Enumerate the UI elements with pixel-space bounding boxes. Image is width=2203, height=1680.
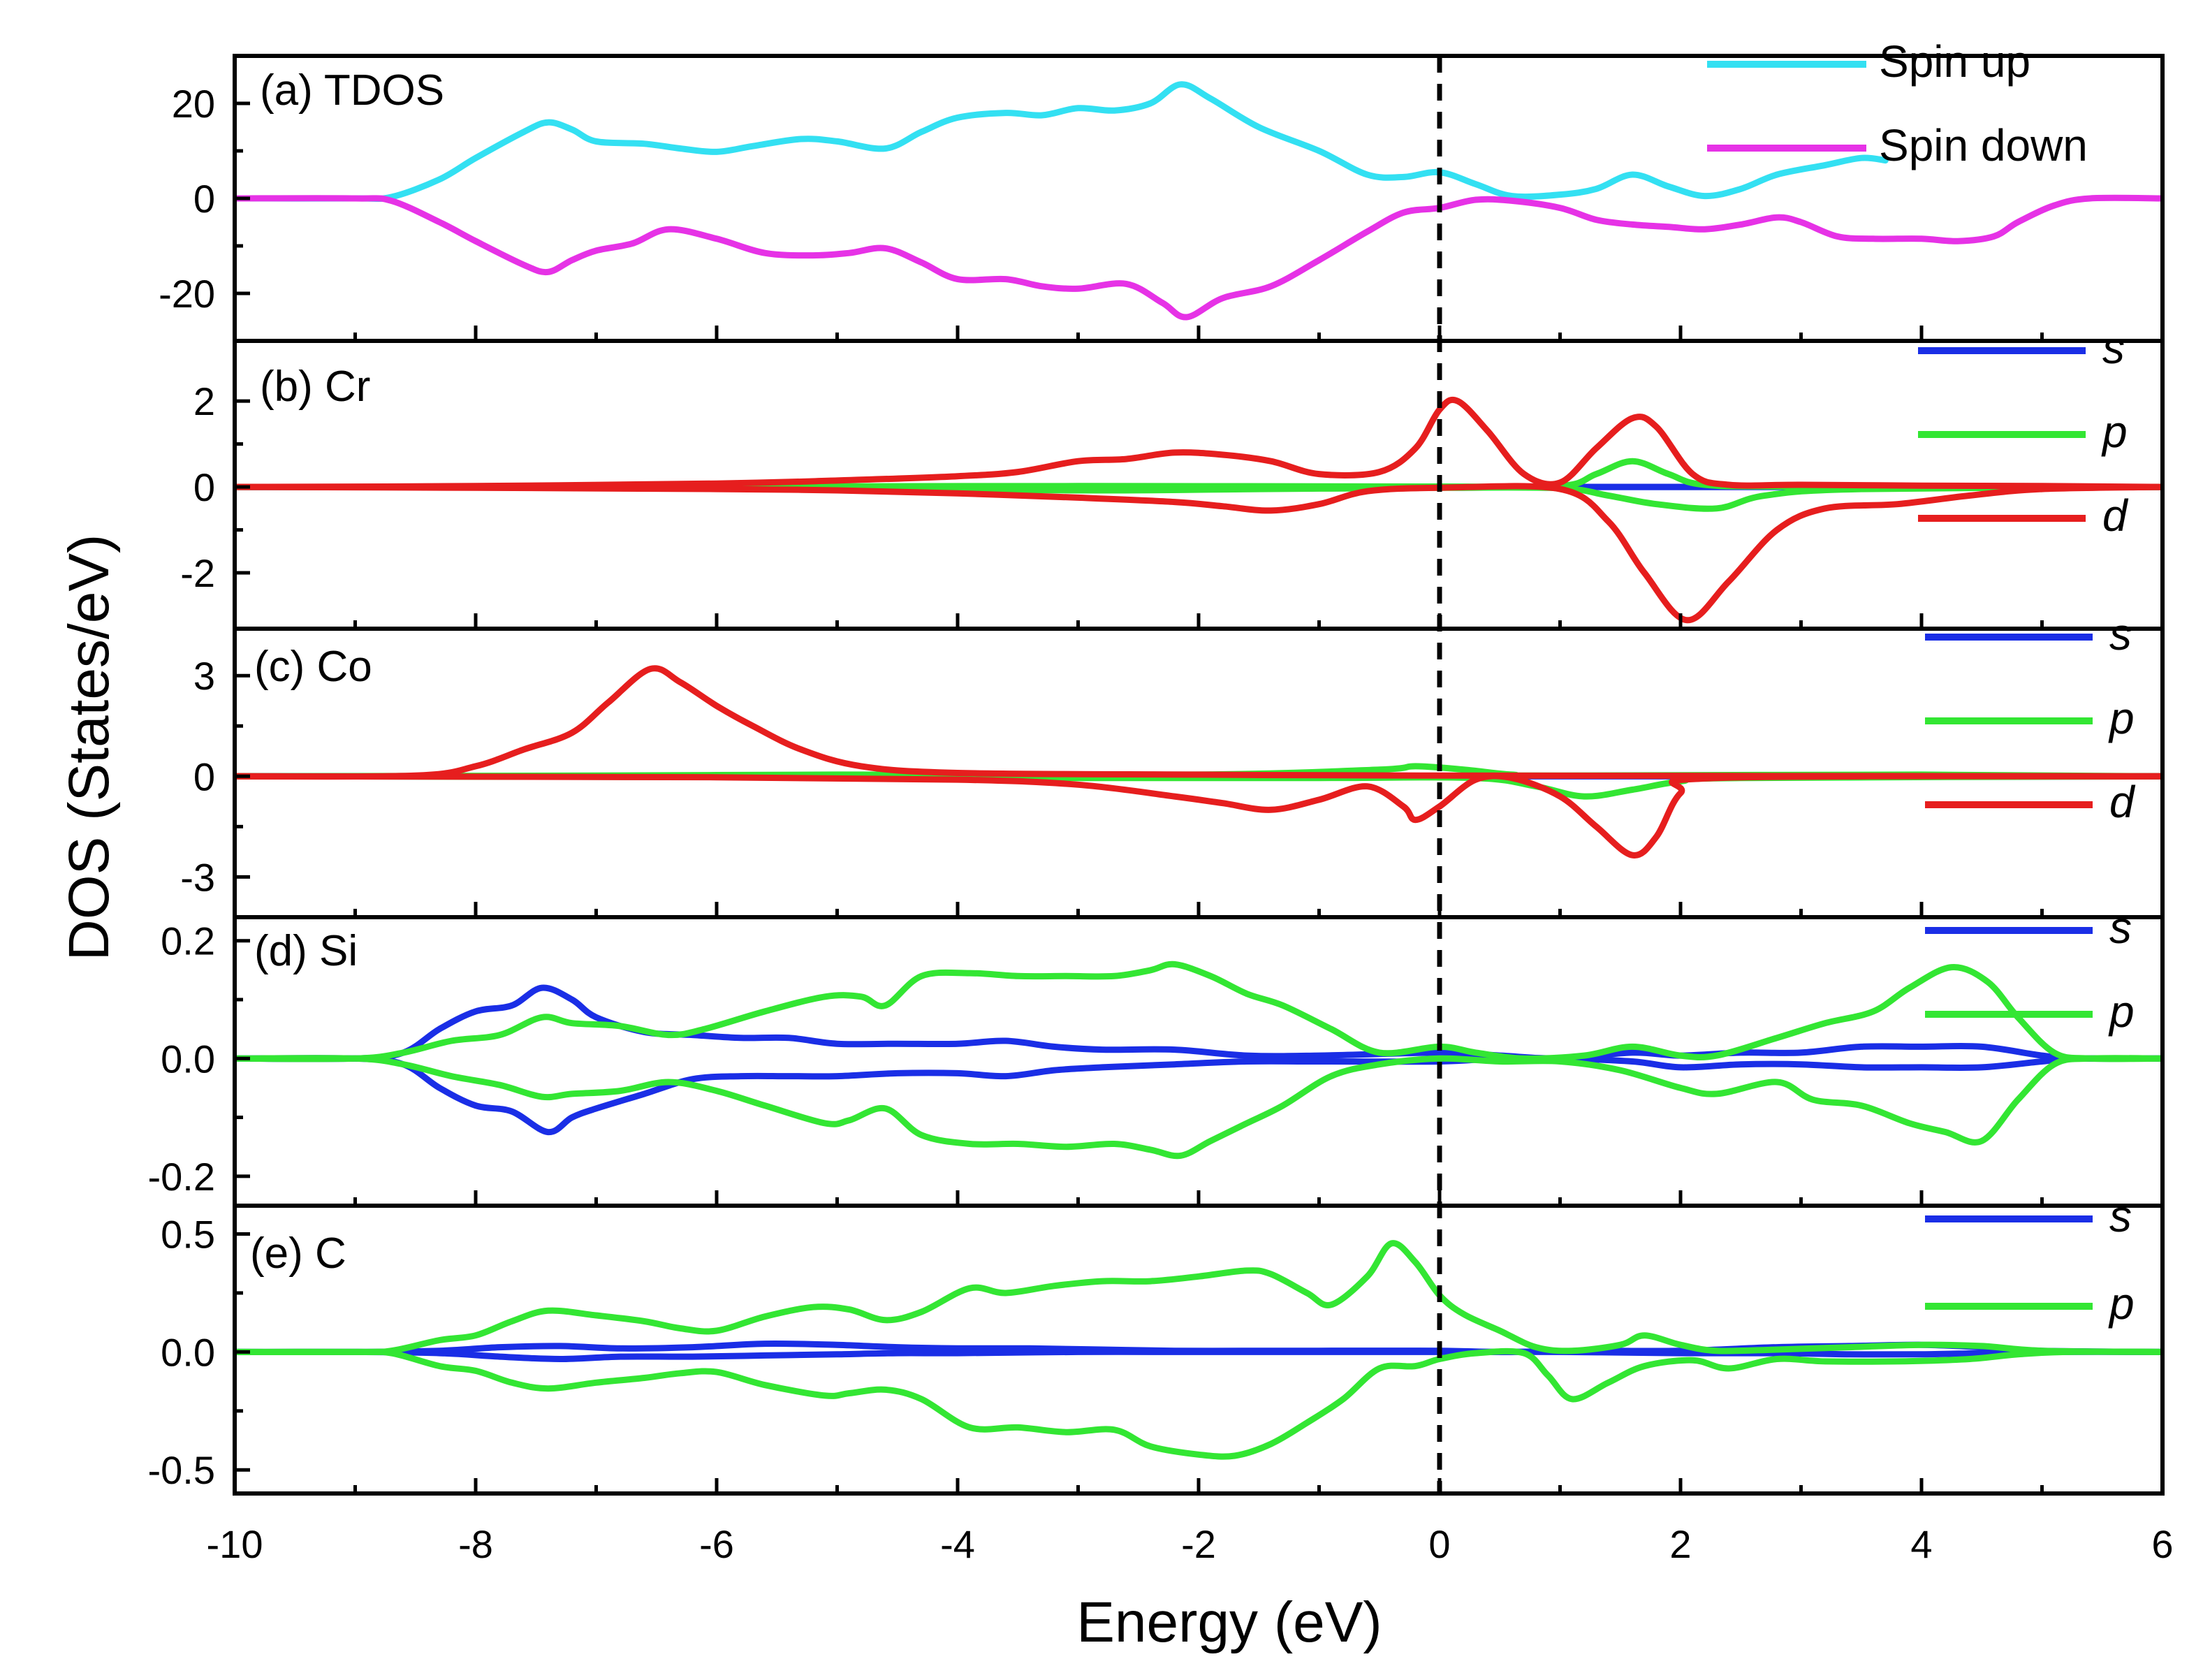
y-tick-label: 0.5 (161, 1213, 215, 1257)
y-tick-label: 3 (193, 654, 215, 698)
panel-2: 2 0 -2 (b) Cr spd (180, 323, 2165, 631)
y-tick-label: -2 (180, 551, 215, 595)
y-tick-label: 2 (193, 379, 215, 423)
y-tick-label: 0.0 (161, 1037, 215, 1081)
legend-label: p (2101, 407, 2128, 457)
series-line-d-down (235, 483, 2162, 624)
panel-3: 3 0 -3 (c) Co spd (180, 609, 2165, 919)
series-line-s-up (235, 984, 2162, 1062)
series-line-d-up (235, 665, 2162, 780)
series-line-s-down (235, 1348, 2162, 1362)
panel-4: 0.2 0.0 -0.2 (d) Si sp (148, 903, 2165, 1208)
series-group (235, 665, 2162, 859)
x-tick-label: 2 (1669, 1522, 1691, 1566)
legend-label: Spin down (1879, 120, 2088, 170)
series-group (235, 396, 2162, 624)
x-tick-label: 6 (2151, 1522, 2173, 1566)
legend-label: p (2108, 986, 2135, 1037)
legend-label: p (2108, 1278, 2135, 1329)
legend-label: Spin up (1879, 36, 2030, 87)
panel-label: (e) C (250, 1229, 346, 1278)
panel-5: 0.5 0.0 -0.5 (e) C sp (148, 1191, 2165, 1496)
x-tick-label: 0 (1428, 1522, 1450, 1566)
panel-label: (b) Cr (260, 363, 370, 411)
panel-label: (a) TDOS (260, 66, 444, 115)
legend-label: p (2108, 693, 2135, 743)
series-line-p-up (235, 960, 2162, 1062)
x-axis-title: Energy (eV) (1076, 1591, 1382, 1654)
x-tick-label: -6 (699, 1522, 734, 1566)
series-line-spin-down (235, 194, 2162, 321)
series-line-p-down (235, 1347, 2162, 1460)
legend-label: s (2102, 323, 2125, 373)
legend-label: s (2109, 1191, 2132, 1241)
y-tick-label: 20 (172, 82, 215, 126)
panel-label: (c) Co (254, 643, 372, 691)
series-line-p-up (235, 1240, 2162, 1356)
series-group (235, 1240, 2162, 1460)
y-tick-label: -0.5 (148, 1448, 216, 1492)
x-tick-label: -8 (458, 1522, 493, 1566)
series-line-s-down (235, 1055, 2162, 1136)
y-tick-label: 0 (193, 177, 215, 221)
legend-label: d (2109, 777, 2136, 827)
y-tick-label: 0.2 (161, 919, 215, 963)
y-tick-label: -20 (159, 272, 215, 316)
series-line-d-up (235, 396, 2162, 490)
y-tick-label: -3 (180, 855, 215, 899)
x-tick-label: -4 (940, 1522, 975, 1566)
x-axis: -10 -8 -6 -4 -2 0 2 4 6 (207, 1522, 2174, 1566)
y-tick-label: 0 (193, 754, 215, 798)
y-tick-label: -0.2 (148, 1155, 216, 1199)
series-line-spin-up (235, 81, 1889, 203)
legend-label: s (2109, 903, 2132, 953)
panel-label: (d) Si (254, 927, 358, 975)
y-tick-label: 0 (193, 465, 215, 509)
legend-label: s (2109, 609, 2132, 659)
y-tick-label: 0.0 (161, 1330, 215, 1374)
series-line-p-down (235, 1055, 2162, 1160)
panel-1: 20 0 -20 (a) TDOS Spin up Spin down (159, 36, 2165, 343)
y-axis-title: DOS (States/eV) (57, 534, 121, 961)
series-line-d-down (235, 773, 2162, 859)
series-group (235, 960, 2162, 1160)
x-tick-label: -10 (207, 1522, 263, 1566)
panel-frame (233, 54, 2165, 343)
x-tick-label: 4 (1910, 1522, 1932, 1566)
legend-label: d (2102, 490, 2129, 541)
x-tick-label: -2 (1181, 1522, 1216, 1566)
series-group (235, 81, 2162, 321)
